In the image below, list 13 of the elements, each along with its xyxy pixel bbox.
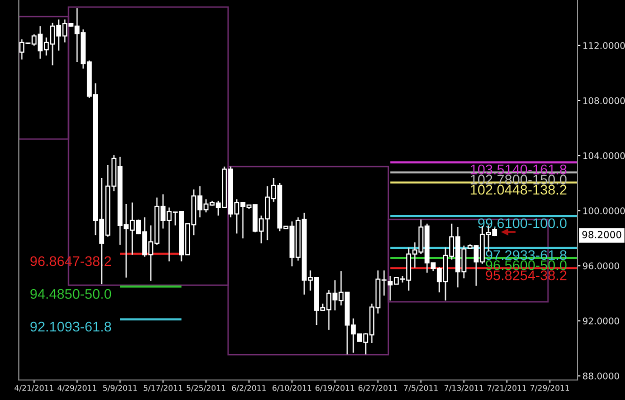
ref-line-label: 102.0448-138.2 xyxy=(470,184,566,195)
text: 98.2000 xyxy=(582,230,622,238)
y-tick-label: 96.0000 xyxy=(582,262,620,270)
y-tick-label: 92.0000 xyxy=(582,318,620,324)
ref-line-label: 99.6100-100.0 xyxy=(478,218,567,228)
y-tick-label: 100.0000 xyxy=(583,207,625,214)
ref-line-label: 94.4850-50.0 xyxy=(30,289,112,299)
y-tick-label: 88.0000 xyxy=(582,372,620,380)
ref-line-label: 95.8254-38.2 xyxy=(486,270,566,280)
y-tick-label: 108.0000 xyxy=(583,97,625,104)
y-tick-label: 112.0000 xyxy=(583,42,625,49)
ref-line-label: 92.1093-61.8 xyxy=(30,322,112,332)
y-tick-label: 104.0000 xyxy=(583,152,625,160)
